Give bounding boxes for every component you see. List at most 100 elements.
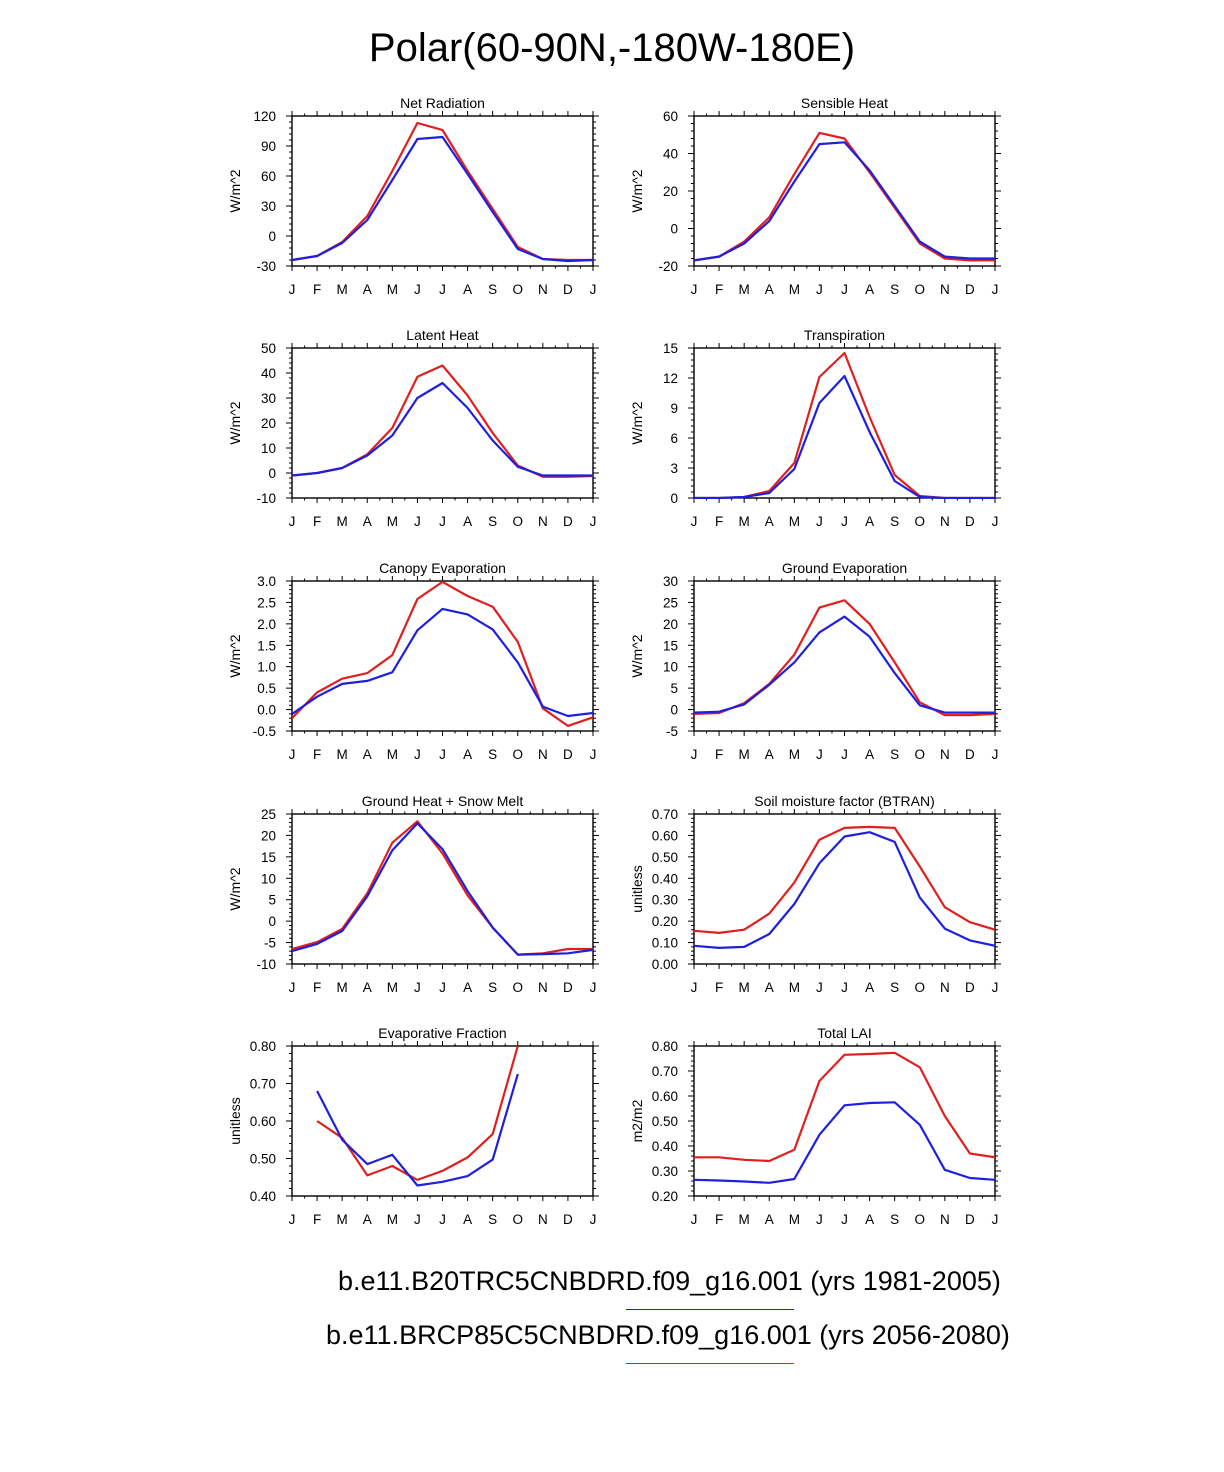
x-tick-label: N — [538, 514, 548, 529]
series-line-base — [694, 615, 995, 714]
x-tick-label: O — [512, 747, 523, 762]
x-tick-label: O — [914, 514, 925, 529]
x-tick-label: J — [816, 282, 823, 297]
y-tick-label: 5 — [268, 893, 276, 908]
x-tick-label: O — [512, 1212, 523, 1227]
y-tick-label: 30 — [261, 391, 276, 406]
series-line-base — [694, 141, 995, 262]
x-tick-label: M — [337, 747, 348, 762]
panel-title: Evaporative Fraction — [378, 1025, 506, 1041]
y-tick-label: 0.70 — [652, 1064, 678, 1079]
y-tick-label: 15 — [663, 341, 678, 356]
x-tick-label: J — [439, 980, 446, 995]
series-line-future — [292, 121, 593, 262]
series-line-base — [292, 381, 593, 477]
y-tick-label: 0.20 — [652, 914, 678, 929]
y-tick-label: 0.50 — [250, 1152, 276, 1167]
series-line-future — [694, 131, 995, 262]
x-tick-label: M — [337, 1212, 348, 1227]
x-tick-label: A — [765, 514, 774, 529]
x-tick-label: N — [940, 980, 950, 995]
y-tick-label: 1.5 — [257, 638, 276, 653]
y-axis-label: W/m^2 — [629, 401, 645, 444]
legend-entry-future: b.e11.BRCP85C5CNBDRD.f09_g16.001 (yrs 20… — [326, 1320, 1010, 1350]
y-tick-label: 0.70 — [652, 807, 678, 822]
x-tick-label: M — [789, 747, 800, 762]
x-tick-label: O — [914, 747, 925, 762]
x-tick-label: N — [538, 980, 548, 995]
y-axis-label: unitless — [629, 865, 645, 912]
x-tick-label: S — [488, 514, 497, 529]
y-tick-label: 25 — [261, 807, 276, 822]
y-tick-label: 0.00 — [652, 957, 678, 972]
x-tick-label: M — [337, 282, 348, 297]
x-tick-label: A — [865, 282, 874, 297]
x-tick-label: N — [940, 1212, 950, 1227]
panel-title: Net Radiation — [400, 95, 485, 111]
panel-title: Canopy Evaporation — [379, 560, 506, 576]
x-tick-label: J — [414, 980, 421, 995]
x-tick-label: D — [563, 1212, 573, 1227]
x-tick-label: M — [739, 747, 750, 762]
x-tick-label: O — [914, 282, 925, 297]
x-tick-label: J — [414, 747, 421, 762]
figure-title: Polar(60-90N,-180W-180E) — [368, 26, 856, 70]
x-tick-label: D — [563, 980, 573, 995]
x-tick-label: J — [289, 282, 296, 297]
y-tick-label: 10 — [663, 660, 678, 675]
x-tick-label: A — [463, 747, 472, 762]
y-tick-label: 0 — [268, 466, 276, 481]
x-tick-label: F — [715, 282, 723, 297]
y-tick-label: 15 — [261, 850, 276, 865]
x-tick-label: J — [992, 980, 999, 995]
panel-title: Ground Heat + Snow Melt — [362, 793, 524, 809]
y-axis-label: W/m^2 — [629, 169, 645, 212]
x-tick-label: J — [289, 747, 296, 762]
y-tick-label: 0.50 — [652, 1114, 678, 1129]
y-tick-label: 10 — [261, 871, 276, 886]
x-tick-label: J — [289, 1212, 296, 1227]
x-tick-label: M — [789, 282, 800, 297]
x-tick-label: N — [940, 282, 950, 297]
x-tick-label: M — [739, 980, 750, 995]
x-tick-label: O — [512, 980, 523, 995]
x-tick-label: A — [363, 282, 372, 297]
series-line-base — [694, 831, 995, 949]
y-axis-label: W/m^2 — [227, 169, 243, 212]
x-tick-label: M — [387, 282, 398, 297]
y-tick-label: 0.80 — [652, 1039, 678, 1054]
x-tick-label: F — [715, 747, 723, 762]
x-tick-label: D — [563, 747, 573, 762]
x-tick-label: J — [992, 514, 999, 529]
y-tick-label: 2.0 — [257, 617, 276, 632]
y-tick-label: 30 — [663, 574, 678, 589]
x-tick-label: J — [289, 980, 296, 995]
series-line-base — [292, 822, 593, 956]
x-tick-label: J — [841, 980, 848, 995]
y-tick-label: 0.60 — [652, 828, 678, 843]
x-tick-label: J — [414, 514, 421, 529]
x-tick-label: M — [739, 514, 750, 529]
x-tick-label: A — [363, 747, 372, 762]
x-tick-label: F — [715, 1212, 723, 1227]
panel-title: Sensible Heat — [801, 95, 888, 111]
y-tick-label: 120 — [253, 109, 276, 124]
x-tick-label: J — [439, 1212, 446, 1227]
y-tick-label: 0.10 — [652, 936, 678, 951]
plot-frame — [693, 1045, 996, 1197]
y-tick-label: 0.20 — [652, 1189, 678, 1204]
series-line-future — [694, 351, 995, 499]
y-tick-label: -10 — [256, 957, 276, 972]
y-tick-label: 10 — [261, 441, 276, 456]
x-tick-label: D — [965, 514, 975, 529]
y-axis-label: W/m^2 — [227, 401, 243, 444]
y-tick-label: 50 — [261, 341, 276, 356]
x-tick-label: M — [387, 980, 398, 995]
x-tick-label: O — [914, 1212, 925, 1227]
series-line-future — [694, 1051, 995, 1163]
x-tick-label: A — [865, 980, 874, 995]
x-tick-label: F — [313, 282, 321, 297]
